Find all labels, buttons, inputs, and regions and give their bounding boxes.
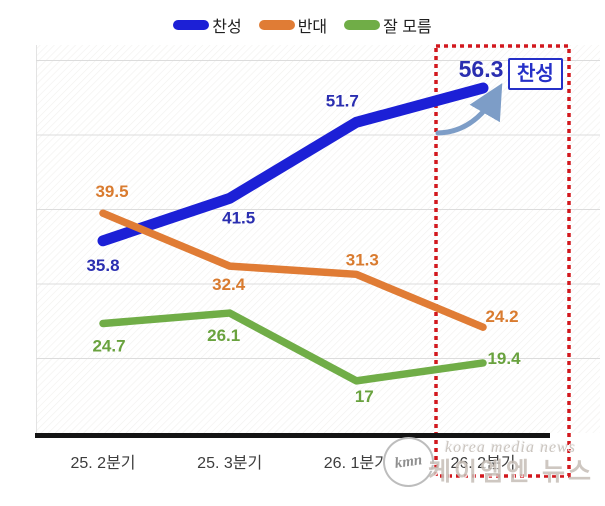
data-label-2-2: 17 [355,387,374,406]
data-label-2-3: 19.4 [487,349,521,368]
x-axis-label-0: 25. 2분기 [70,454,135,472]
data-label-0-3: 56.3 [459,56,504,82]
data-label-1-3: 24.2 [485,307,518,326]
legend-swatch-icon [344,20,381,30]
legend-label: 잘 모름 [383,19,432,36]
approval-callout-box: 찬성 [508,58,563,90]
data-label-0-2: 51.7 [326,91,359,110]
approval-callout-label: 찬성 [517,63,554,85]
data-label-2-0: 24.7 [92,336,125,355]
legend-label: 찬성 [212,19,242,36]
legend-item-0: 찬성 [173,13,242,37]
legend-label: 반대 [297,19,328,36]
series-line-1 [99,209,487,331]
series-line-2 [99,309,487,385]
legend-item-1: 반대 [258,13,328,37]
data-label-1-1: 32.4 [212,275,246,294]
trend-arrow [435,83,503,136]
watermark-media-name-korean: 케이엠엔 뉴스 [428,458,594,486]
data-label-1-2: 31.3 [346,250,379,269]
kmn-watermark-text: kmn [393,451,424,472]
legend-swatch-icon [258,20,295,30]
series-line-0 [97,82,489,247]
chart-legend: 찬성 반대 잘 모름 [0,13,605,37]
data-label-1-0: 39.5 [95,182,128,201]
x-axis-label-1: 25. 3분기 [197,454,262,472]
highlight-dashed-box [434,44,571,478]
x-axis-label-2: 26. 1분기 [324,454,389,472]
x-axis-label-3: 26. 2분기 [450,454,515,472]
legend-swatch-icon [173,20,210,30]
data-label-0-0: 35.8 [86,256,119,275]
watermark-media-name: korea media news [445,439,576,456]
legend-item-2: 잘 모름 [344,13,432,37]
data-label-2-1: 26.1 [207,326,240,345]
plot-area [36,45,600,433]
data-label-0-1: 41.5 [222,208,255,227]
